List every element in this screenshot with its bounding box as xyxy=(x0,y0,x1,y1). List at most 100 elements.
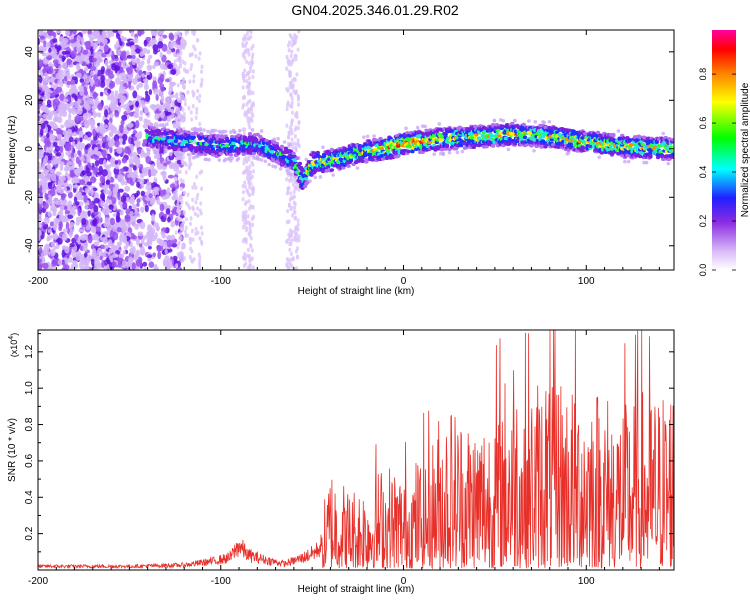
spectrogram-noise-cell xyxy=(76,34,82,42)
spectrogram-noise-cell xyxy=(137,231,144,237)
spectrogram-noise-cell xyxy=(38,98,44,104)
spectrogram-noise-cell xyxy=(128,256,134,265)
spectrogram-ridge-cell xyxy=(404,126,408,131)
spectrogram-noise-cell xyxy=(292,209,296,214)
spectrogram-noise-cell xyxy=(174,230,178,235)
spectrogram-noise-cell xyxy=(190,228,194,234)
spectrogram-ridge-cell xyxy=(460,149,465,154)
spectrogram-ridge-cell xyxy=(191,135,196,140)
spectrogram-noise-cell xyxy=(41,221,45,226)
spectrogram-noise-cell xyxy=(146,254,153,259)
spectrogram-noise-cell xyxy=(38,69,43,74)
spectrogram-noise-cell xyxy=(170,234,176,241)
spectrogram-noise-cell xyxy=(189,216,193,221)
spectrogram-ridge-cell xyxy=(223,129,228,134)
spectrogram-noise-cell xyxy=(118,30,123,35)
spectrogram-noise-cell xyxy=(83,134,88,141)
spectrogram-noise-cell xyxy=(188,79,192,84)
spectrogram-noise-cell xyxy=(39,128,44,136)
spectrogram-noise-cell xyxy=(61,110,68,118)
spectrogram-noise-cell xyxy=(83,194,88,203)
spectrogram-noise-cell xyxy=(70,206,75,214)
spectrogram-noise-cell xyxy=(184,170,188,175)
spectrogram-noise-cell xyxy=(97,35,101,45)
spectrogram-noise-cell xyxy=(182,45,186,50)
spectrogram-noise-cell xyxy=(186,192,190,197)
spectrogram-noise-cell xyxy=(152,64,156,70)
spectrogram-noise-cell xyxy=(51,260,58,267)
spectrogram-noise-cell xyxy=(38,213,42,218)
spectrogram-noise-cell xyxy=(94,30,100,39)
spectrogram-noise-cell xyxy=(197,56,201,61)
spectrogram-noise-cell xyxy=(285,102,289,108)
spectrogram-noise-cell xyxy=(184,233,188,238)
spectrogram-noise-cell xyxy=(109,229,114,238)
spectrogram-noise-cell xyxy=(292,194,296,199)
spectrogram-noise-cell xyxy=(127,80,132,89)
spectrogram-noise-cell xyxy=(157,76,164,85)
spectrogram-noise-cell xyxy=(93,233,99,241)
spectrogram-noise-cell xyxy=(200,64,204,69)
spectrogram-noise-cell xyxy=(42,169,49,175)
spectrogram-noise-cell xyxy=(140,178,145,184)
spectrogram-noise-cell xyxy=(296,138,300,143)
spectrogram-noise-cell xyxy=(62,265,67,270)
spectrogram-noise-cell xyxy=(110,157,116,163)
spectrogram-noise-cell xyxy=(285,66,289,71)
spectrogram-noise-cell xyxy=(131,55,136,59)
spectrogram-noise-cell xyxy=(136,190,140,196)
spectrogram-ridge-cell xyxy=(372,134,376,138)
spectrogram-noise-cell xyxy=(99,175,106,184)
spectrogram-noise-cell xyxy=(285,177,289,182)
spectrogram-noise-cell xyxy=(248,185,252,190)
spectrogram-noise-cell xyxy=(252,102,256,108)
spectrogram-noise-cell xyxy=(42,113,49,119)
spectrogram-noise-cell xyxy=(77,150,81,156)
spectrogram-noise-cell xyxy=(116,226,122,233)
spectrogram-noise-cell xyxy=(247,153,251,159)
spectrogram-noise-cell xyxy=(177,241,181,247)
spectrogram-noise-cell xyxy=(71,93,77,98)
spectrogram-noise-cell xyxy=(121,259,127,269)
spectrogram-noise-cell xyxy=(71,107,77,115)
spectrogram-noise-cell xyxy=(121,37,125,42)
spectrogram-noise-cell xyxy=(154,232,158,240)
spectrogram-ridge-cell xyxy=(362,135,366,139)
spectrogram-noise-cell xyxy=(40,105,46,112)
spectrogram-noise-cell xyxy=(124,214,131,223)
spectrogram-noise-cell xyxy=(179,203,183,209)
spectrogram-noise-cell xyxy=(100,66,106,73)
spectrogram-noise-cell xyxy=(155,222,160,231)
spectrogram-noise-cell xyxy=(129,197,135,205)
spectrogram-noise-cell xyxy=(126,54,133,59)
spectrogram-noise-cell xyxy=(122,83,128,87)
spectrogram-ridge-cell xyxy=(432,152,437,157)
spectrogram-noise-cell xyxy=(61,55,65,63)
spectrogram-noise-cell xyxy=(247,76,251,81)
spectrogram-noise-cell xyxy=(68,112,72,122)
spectrogram-noise-cell xyxy=(69,242,75,248)
spectrogram-noise-cell xyxy=(290,100,294,105)
spectrogram-noise-cell xyxy=(293,53,297,59)
spectrogram-noise-cell xyxy=(58,226,63,232)
spectrogram-ridge-cell xyxy=(489,133,494,138)
spectrogram-noise-cell xyxy=(94,253,98,260)
spectrogram-noise-cell xyxy=(146,238,153,247)
spectrogram-noise-cell xyxy=(104,217,110,225)
spectrogram-noise-cell xyxy=(245,79,249,84)
spectrogram-noise-cell xyxy=(250,205,254,210)
spectrogram-noise-cell xyxy=(289,251,293,257)
spectrogram-ridge-cell xyxy=(173,139,178,143)
spectrogram-noise-cell xyxy=(138,82,144,88)
spectrogram-noise-cell xyxy=(290,96,294,101)
spectrogram-noise-cell xyxy=(63,75,68,82)
spectrogram-noise-cell xyxy=(198,121,202,127)
spectrogram-ridge-cell xyxy=(318,175,323,179)
spectrogram-ridge-cell xyxy=(213,128,218,133)
spectrogram-noise-cell xyxy=(56,30,62,34)
spectrogram-noise-cell xyxy=(146,64,153,71)
spectrogram-noise-cell xyxy=(117,200,122,206)
spectrogram-noise-cell xyxy=(108,248,113,254)
spectrogram-noise-cell xyxy=(246,214,250,219)
spectrogram-noise-cell xyxy=(174,177,178,182)
